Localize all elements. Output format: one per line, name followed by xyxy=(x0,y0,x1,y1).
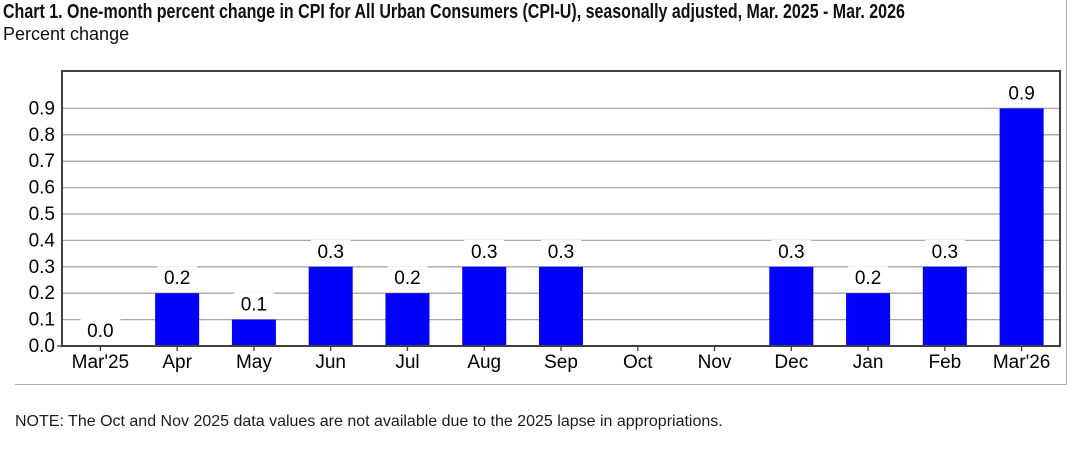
chart-frame xyxy=(15,0,1067,385)
chart-title: Chart 1. One-month percent change in CPI… xyxy=(3,1,905,23)
chart-note: NOTE: The Oct and Nov 2025 data values a… xyxy=(15,413,723,430)
chart-subtitle: Percent change xyxy=(3,24,130,44)
